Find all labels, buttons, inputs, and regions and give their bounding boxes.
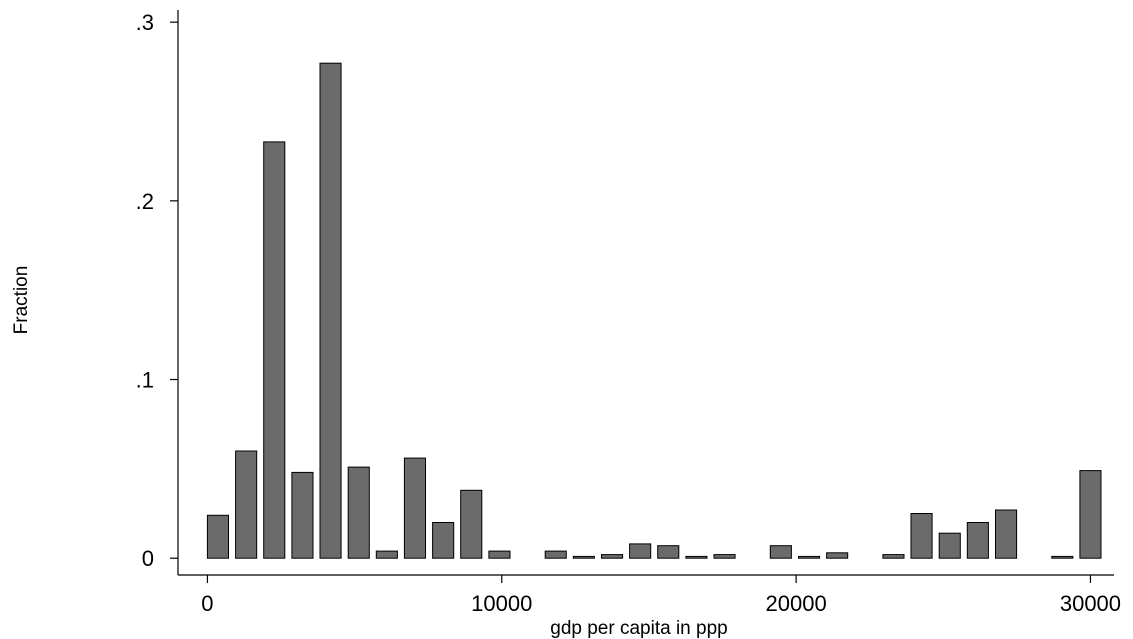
histogram-bar [347, 466, 370, 559]
histogram-bar [995, 509, 1018, 559]
histogram-bar [882, 554, 905, 559]
histogram-bar [685, 555, 708, 559]
histogram-bar [1079, 470, 1102, 559]
x-tick-label: 0 [201, 591, 213, 616]
histogram-bar [769, 545, 792, 559]
histogram-bar [460, 489, 483, 559]
x-axis-ticks: 0 10000 20000 30000 [201, 575, 1121, 616]
histogram-bar [432, 522, 455, 559]
histogram-bar [657, 545, 680, 559]
histogram-bar [798, 555, 821, 559]
histogram-bar [206, 514, 229, 559]
y-tick-label: .1 [136, 368, 154, 393]
histogram-bar [263, 141, 286, 559]
histogram-bar [235, 450, 258, 559]
x-tick-label: 20000 [766, 591, 827, 616]
y-axis-title: Fraction [11, 266, 32, 335]
y-axis-ticks: 0 .1 .2 .3 [136, 10, 178, 571]
x-tick-label: 30000 [1060, 591, 1121, 616]
histogram-bar [375, 550, 398, 559]
histogram-bar [713, 554, 736, 559]
histogram-bar [826, 552, 849, 559]
histogram-bar [403, 457, 426, 559]
histogram-bar [938, 532, 961, 559]
histogram-bar [601, 554, 624, 559]
x-axis-title: gdp per capita in ppp [550, 618, 727, 639]
y-tick-label: .2 [136, 189, 154, 214]
histogram-bar [488, 550, 511, 559]
histogram-bar [910, 513, 933, 559]
bars-group [206, 62, 1102, 559]
histogram-bar [966, 522, 989, 559]
y-tick-label: 0 [142, 546, 154, 571]
histogram-bar [629, 543, 652, 559]
histogram-bar [319, 62, 342, 559]
histogram-bar [1051, 555, 1074, 559]
histogram-bar [572, 555, 595, 559]
y-tick-label: .3 [136, 10, 154, 35]
x-tick-label: 10000 [471, 591, 532, 616]
histogram-bar [544, 550, 567, 559]
histogram-bar [291, 471, 314, 559]
